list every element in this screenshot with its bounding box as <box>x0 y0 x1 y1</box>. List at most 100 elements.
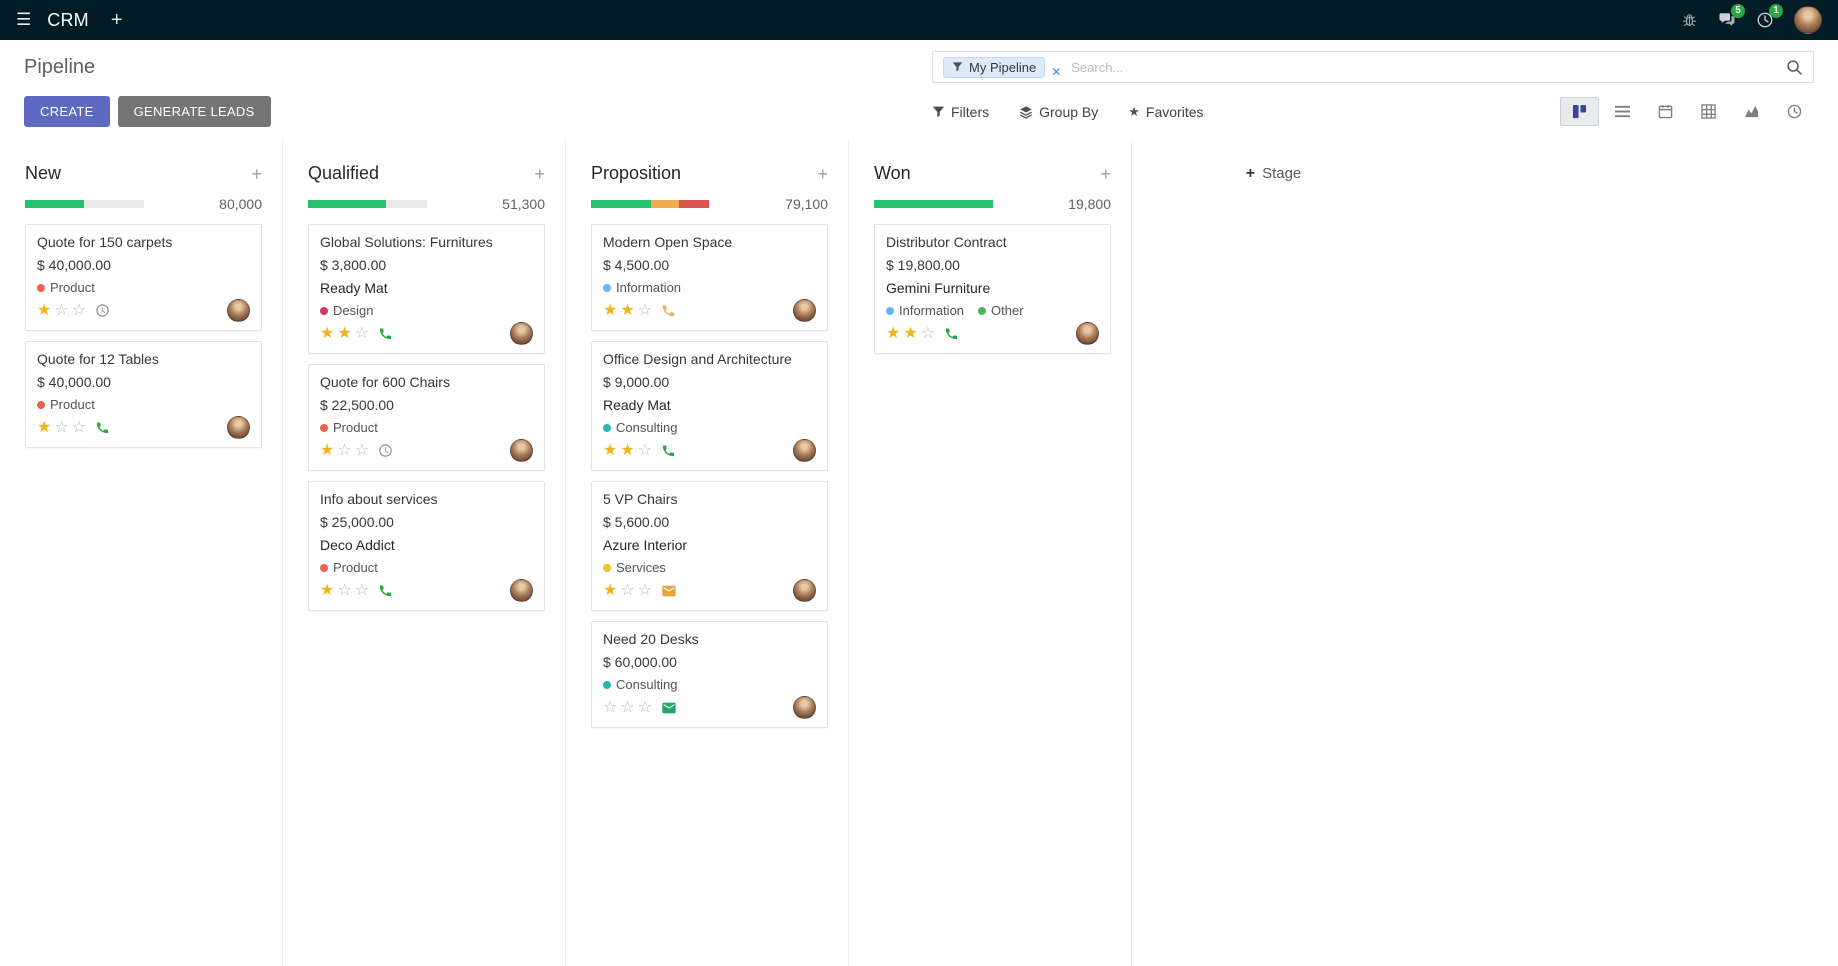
star-empty-icon[interactable]: ☆ <box>354 441 370 459</box>
phone-activity-icon[interactable] <box>661 303 676 318</box>
star-empty-icon[interactable]: ☆ <box>920 324 936 342</box>
progress-segment[interactable] <box>651 200 679 208</box>
priority-stars[interactable]: ★ ★ ☆ <box>886 324 936 342</box>
star-filled-icon[interactable]: ★ <box>603 441 618 459</box>
pivot-view-button[interactable] <box>1689 97 1728 126</box>
column-add-button[interactable]: + <box>817 163 828 184</box>
star-empty-icon[interactable]: ☆ <box>54 418 69 436</box>
graph-view-button[interactable] <box>1732 97 1771 126</box>
progress-segment[interactable] <box>591 200 652 208</box>
star-empty-icon[interactable]: ☆ <box>620 581 635 599</box>
star-empty-icon[interactable]: ☆ <box>71 418 87 436</box>
filters-button[interactable]: Filters <box>932 104 989 120</box>
kanban-card[interactable]: Quote for 600 Chairs $ 22,500.00 Product… <box>308 364 545 471</box>
star-empty-icon[interactable]: ☆ <box>637 581 653 599</box>
kanban-card[interactable]: Quote for 150 carpets $ 40,000.00 Produc… <box>25 224 262 331</box>
star-filled-icon[interactable]: ★ <box>903 324 918 342</box>
calendar-view-button[interactable] <box>1646 97 1685 126</box>
priority-stars[interactable]: ★ ☆ ☆ <box>37 301 87 319</box>
star-empty-icon[interactable]: ☆ <box>337 441 352 459</box>
kanban-card[interactable]: Modern Open Space $ 4,500.00 Information… <box>591 224 828 331</box>
user-avatar[interactable] <box>1794 6 1822 34</box>
star-filled-icon[interactable]: ★ <box>603 581 618 599</box>
star-empty-icon[interactable]: ☆ <box>54 301 69 319</box>
kanban-card[interactable]: Quote for 12 Tables $ 40,000.00 Product … <box>25 341 262 448</box>
priority-stars[interactable]: ★ ☆ ☆ <box>320 441 370 459</box>
priority-stars[interactable]: ★ ★ ☆ <box>603 441 653 459</box>
star-filled-icon[interactable]: ★ <box>320 441 335 459</box>
priority-stars[interactable]: ★ ★ ☆ <box>603 301 653 319</box>
star-filled-icon[interactable]: ★ <box>886 324 901 342</box>
priority-stars[interactable]: ★ ☆ ☆ <box>603 581 653 599</box>
generate-leads-button[interactable]: GENERATE LEADS <box>117 96 271 127</box>
group-by-button[interactable]: Group By <box>1019 104 1098 120</box>
phone-activity-icon[interactable] <box>95 420 110 435</box>
star-filled-icon[interactable]: ★ <box>37 301 52 319</box>
star-empty-icon[interactable]: ☆ <box>354 581 370 599</box>
search-box[interactable]: My Pipeline ✕ <box>932 51 1814 83</box>
star-filled-icon[interactable]: ★ <box>603 301 618 319</box>
column-progressbar[interactable] <box>591 200 710 208</box>
column-title[interactable]: Won <box>874 163 911 183</box>
star-filled-icon[interactable]: ★ <box>320 581 335 599</box>
phone-activity-icon[interactable] <box>661 443 676 458</box>
priority-stars[interactable]: ★ ★ ☆ <box>320 324 370 342</box>
star-empty-icon[interactable]: ☆ <box>603 698 618 716</box>
apps-menu-icon[interactable]: ☰ <box>16 10 32 29</box>
debug-bug-icon[interactable] <box>1681 12 1698 29</box>
activity-view-button[interactable] <box>1775 97 1814 126</box>
star-empty-icon[interactable]: ☆ <box>337 581 352 599</box>
list-view-button[interactable] <box>1603 97 1642 126</box>
progress-segment[interactable] <box>874 200 993 208</box>
phone-activity-icon[interactable] <box>378 583 393 598</box>
favorites-button[interactable]: ★ Favorites <box>1128 104 1203 120</box>
app-name[interactable]: CRM <box>47 9 89 30</box>
star-filled-icon[interactable]: ★ <box>320 324 335 342</box>
column-progressbar[interactable] <box>874 200 993 208</box>
kanban-card[interactable]: 5 VP Chairs $ 5,600.00 Azure Interior Se… <box>591 481 828 611</box>
star-empty-icon[interactable]: ☆ <box>354 324 370 342</box>
column-add-button[interactable]: + <box>251 163 262 184</box>
kanban-card[interactable]: Need 20 Desks $ 60,000.00 Consulting ☆ ☆ ☆ <box>591 621 828 728</box>
column-title[interactable]: Qualified <box>308 163 380 183</box>
star-empty-icon[interactable]: ☆ <box>637 441 653 459</box>
column-progressbar[interactable] <box>25 200 144 208</box>
star-filled-icon[interactable]: ★ <box>337 324 352 342</box>
priority-stars[interactable]: ★ ☆ ☆ <box>37 418 87 436</box>
star-filled-icon[interactable]: ★ <box>620 301 635 319</box>
star-empty-icon[interactable]: ☆ <box>637 301 653 319</box>
topbar-plus-icon[interactable]: + <box>110 8 123 31</box>
progress-segment[interactable] <box>25 200 85 208</box>
phone-activity-icon[interactable] <box>944 326 959 341</box>
star-filled-icon[interactable]: ★ <box>37 418 52 436</box>
search-facet[interactable]: My Pipeline <box>943 56 1046 78</box>
kanban-view-button[interactable] <box>1560 97 1599 126</box>
star-filled-icon[interactable]: ★ <box>620 441 635 459</box>
column-progressbar[interactable] <box>308 200 427 208</box>
kanban-card[interactable]: Office Design and Architecture $ 9,000.0… <box>591 341 828 471</box>
search-input[interactable] <box>1071 59 1786 75</box>
progress-segment[interactable] <box>678 200 710 208</box>
messages-icon[interactable]: 5 <box>1718 4 1745 29</box>
kanban-card[interactable]: Info about services $ 25,000.00 Deco Add… <box>308 481 545 611</box>
phone-activity-icon[interactable] <box>378 326 393 341</box>
clock-activity-icon[interactable] <box>95 303 110 318</box>
kanban-card[interactable]: Distributor Contract $ 19,800.00 Gemini … <box>874 224 1111 354</box>
star-empty-icon[interactable]: ☆ <box>71 301 87 319</box>
search-icon[interactable] <box>1786 59 1803 76</box>
kanban-card[interactable]: Global Solutions: Furnitures $ 3,800.00 … <box>308 224 545 354</box>
activities-clock-icon[interactable]: 1 <box>1756 4 1783 29</box>
envelope-activity-icon[interactable] <box>661 700 677 716</box>
create-button[interactable]: CREATE <box>24 96 110 127</box>
clock-activity-icon[interactable] <box>378 443 393 458</box>
star-empty-icon[interactable]: ☆ <box>637 698 653 716</box>
star-empty-icon[interactable]: ☆ <box>620 698 635 716</box>
progress-segment[interactable] <box>308 200 387 208</box>
column-title[interactable]: New <box>25 163 62 183</box>
priority-stars[interactable]: ★ ☆ ☆ <box>320 581 370 599</box>
priority-stars[interactable]: ☆ ☆ ☆ <box>603 698 653 716</box>
add-stage-button[interactable]: + Stage <box>1246 165 1302 182</box>
facet-remove-icon[interactable]: ✕ <box>1051 65 1062 79</box>
column-title[interactable]: Proposition <box>591 163 682 183</box>
column-add-button[interactable]: + <box>1100 163 1111 184</box>
